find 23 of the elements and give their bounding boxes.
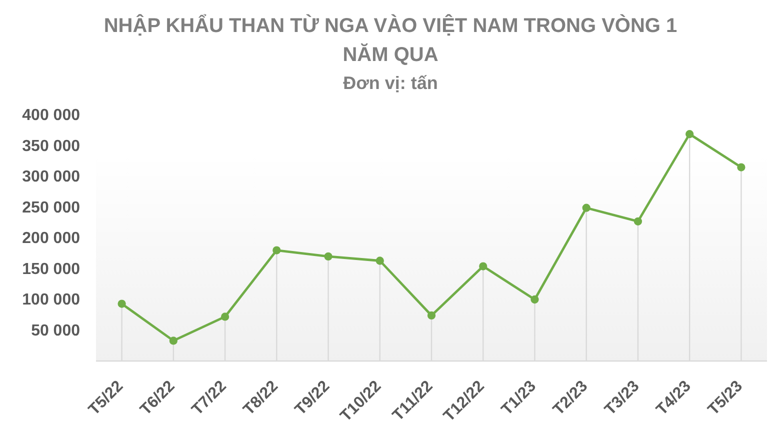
point bbox=[479, 262, 488, 270]
y-tick-label: 350 000 bbox=[22, 138, 80, 155]
y-tick-label: 300 000 bbox=[22, 168, 80, 186]
y-tick-label: 100 000 bbox=[22, 292, 80, 309]
y-tick-label: 150 000 bbox=[22, 260, 80, 278]
point bbox=[634, 217, 642, 226]
point bbox=[169, 336, 178, 345]
y-tick-label: 250 000 bbox=[22, 199, 80, 216]
point bbox=[376, 256, 384, 265]
chart-subtitle: Đơn vị: tấn bbox=[343, 73, 438, 93]
point bbox=[220, 312, 230, 321]
point bbox=[118, 300, 126, 308]
point bbox=[582, 204, 590, 212]
point bbox=[324, 252, 332, 261]
point bbox=[530, 295, 539, 304]
point bbox=[686, 130, 694, 138]
y-tick-label: 400 000 bbox=[22, 107, 80, 124]
chart-title: NHẬP KHẨU THAN TỪ NGA VÀO VIỆT NAM TRONG VÒNG 1 NĂM QUA bbox=[104, 14, 678, 66]
y-tick-label: 50 000 bbox=[31, 322, 80, 340]
point bbox=[272, 246, 281, 254]
y-tick-label: 200 000 bbox=[22, 230, 80, 248]
point bbox=[737, 163, 746, 172]
point bbox=[427, 311, 436, 320]
